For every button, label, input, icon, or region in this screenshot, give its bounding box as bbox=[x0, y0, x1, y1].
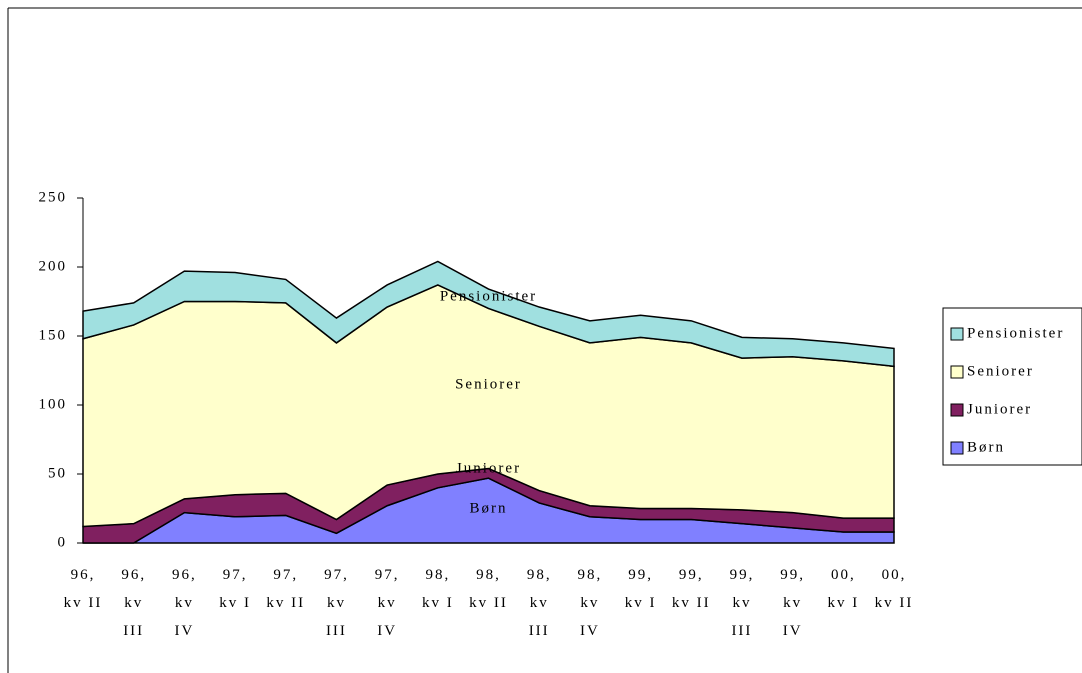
legend-swatch bbox=[950, 441, 964, 455]
x-tick-label: 98, kv III bbox=[526, 567, 552, 639]
y-tick-label: 250 bbox=[39, 189, 68, 205]
x-tick-label: 99, kv II bbox=[671, 567, 711, 611]
x-tick-label: 99, kv III bbox=[729, 567, 755, 639]
y-tick-label: 50 bbox=[48, 465, 67, 481]
x-tick-label: 96, kv III bbox=[121, 567, 147, 639]
x-tick-label: 97, kv III bbox=[324, 567, 349, 639]
x-tick-label: 97, kv I bbox=[219, 567, 251, 611]
legend-swatch bbox=[950, 403, 964, 417]
x-tick-label: 00, kv I bbox=[827, 567, 860, 611]
x-tick-label: 97, kv II bbox=[266, 567, 306, 611]
area bbox=[82, 260, 895, 368]
legend-swatch bbox=[950, 327, 964, 341]
x-tick-label: 00, kv II bbox=[874, 567, 914, 611]
legend-label: Pensionister bbox=[967, 325, 1064, 341]
x-tick-label: 99, kv I bbox=[624, 567, 657, 611]
legend-swatch bbox=[950, 365, 964, 379]
legend-box bbox=[942, 307, 1082, 466]
x-tick-label: 98, kv I bbox=[421, 567, 454, 611]
series-label: Juniorer bbox=[456, 460, 521, 476]
x-tick-label: 98, kv IV bbox=[577, 567, 603, 639]
x-tick-label: 99, kv IV bbox=[780, 567, 805, 639]
y-tick-label: 100 bbox=[39, 396, 68, 412]
legend-label: Børn bbox=[967, 439, 1005, 455]
x-tick-label: 97, kv IV bbox=[374, 567, 400, 639]
legend-label: Seniorer bbox=[967, 363, 1034, 379]
series-label: Børn bbox=[470, 500, 508, 516]
series-label: Seniorer bbox=[455, 376, 522, 392]
x-tick-label: 96, kv IV bbox=[172, 567, 197, 639]
y-tick-label: 0 bbox=[58, 534, 68, 550]
x-tick-label: 96, kv II bbox=[63, 567, 103, 611]
legend-label: Juniorer bbox=[967, 401, 1032, 417]
x-tick-label: 98, kv II bbox=[469, 567, 508, 611]
y-tick-label: 200 bbox=[39, 258, 68, 274]
series-label: Pensionister bbox=[440, 288, 537, 304]
y-tick-label: 150 bbox=[39, 327, 68, 343]
